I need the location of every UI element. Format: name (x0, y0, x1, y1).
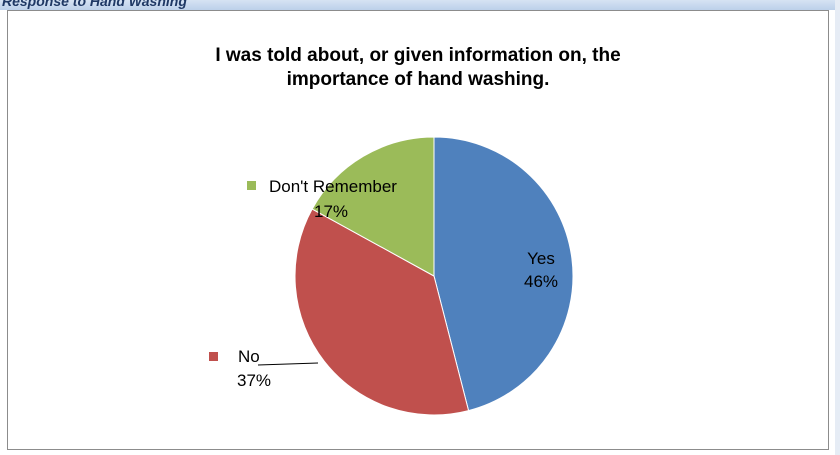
window-edge (835, 0, 840, 455)
leader-line-no (257, 362, 319, 366)
chart-title-line-2: importance of hand washing. (286, 69, 550, 90)
header-text: Response to Hand Washing (2, 0, 187, 9)
data-label-no-name: No (238, 347, 260, 366)
data-label-dont-remember-value: 17% (314, 202, 348, 221)
header-bar: Response to Hand Washing (0, 0, 840, 10)
legend-key-no (209, 352, 218, 361)
data-label-no-value: 37% (237, 371, 271, 390)
data-label-yes-name: Yes (527, 249, 555, 268)
pie-slice-no (294, 208, 470, 416)
data-label-dont-remember-name: Don't Remember (269, 177, 397, 196)
chart-title-line-1: I was told about, or given information o… (215, 45, 621, 66)
chart-title: I was told about, or given information o… (8, 44, 828, 92)
pie-slice-don-t-remember (311, 136, 435, 277)
legend-key-dont-remember (247, 181, 256, 190)
data-label-yes-value: 46% (524, 272, 558, 291)
pie-slice-yes (433, 136, 574, 412)
